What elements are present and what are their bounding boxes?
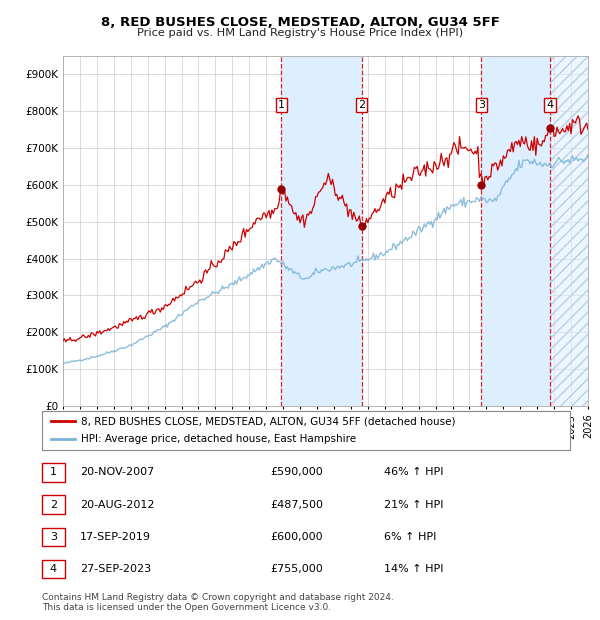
Text: 20-AUG-2012: 20-AUG-2012 <box>80 500 154 510</box>
Text: 20-NOV-2007: 20-NOV-2007 <box>80 467 154 477</box>
Text: 2: 2 <box>358 100 365 110</box>
Bar <box>481 56 550 406</box>
Text: £755,000: £755,000 <box>270 564 323 574</box>
Text: 8, RED BUSHES CLOSE, MEDSTEAD, ALTON, GU34 5FF: 8, RED BUSHES CLOSE, MEDSTEAD, ALTON, GU… <box>101 16 499 29</box>
Text: 4: 4 <box>546 100 553 110</box>
Text: 17-SEP-2019: 17-SEP-2019 <box>80 532 151 542</box>
Bar <box>550 56 588 406</box>
Text: 8, RED BUSHES CLOSE, MEDSTEAD, ALTON, GU34 5FF (detached house): 8, RED BUSHES CLOSE, MEDSTEAD, ALTON, GU… <box>81 417 455 427</box>
Text: 6% ↑ HPI: 6% ↑ HPI <box>384 532 436 542</box>
Text: Price paid vs. HM Land Registry's House Price Index (HPI): Price paid vs. HM Land Registry's House … <box>137 28 463 38</box>
Bar <box>281 56 362 406</box>
Bar <box>550 56 588 406</box>
Text: 46% ↑ HPI: 46% ↑ HPI <box>384 467 443 477</box>
Text: £590,000: £590,000 <box>270 467 323 477</box>
Text: 3: 3 <box>478 100 485 110</box>
Text: £600,000: £600,000 <box>270 532 323 542</box>
Text: 2: 2 <box>50 500 57 510</box>
Text: HPI: Average price, detached house, East Hampshire: HPI: Average price, detached house, East… <box>81 434 356 444</box>
Text: 14% ↑ HPI: 14% ↑ HPI <box>384 564 443 574</box>
Text: 4: 4 <box>50 564 57 574</box>
Text: 27-SEP-2023: 27-SEP-2023 <box>80 564 151 574</box>
Text: 21% ↑ HPI: 21% ↑ HPI <box>384 500 443 510</box>
Text: Contains HM Land Registry data © Crown copyright and database right 2024.
This d: Contains HM Land Registry data © Crown c… <box>42 593 394 612</box>
Text: 1: 1 <box>278 100 285 110</box>
Text: £487,500: £487,500 <box>270 500 323 510</box>
Text: 3: 3 <box>50 532 57 542</box>
Text: 1: 1 <box>50 467 57 477</box>
